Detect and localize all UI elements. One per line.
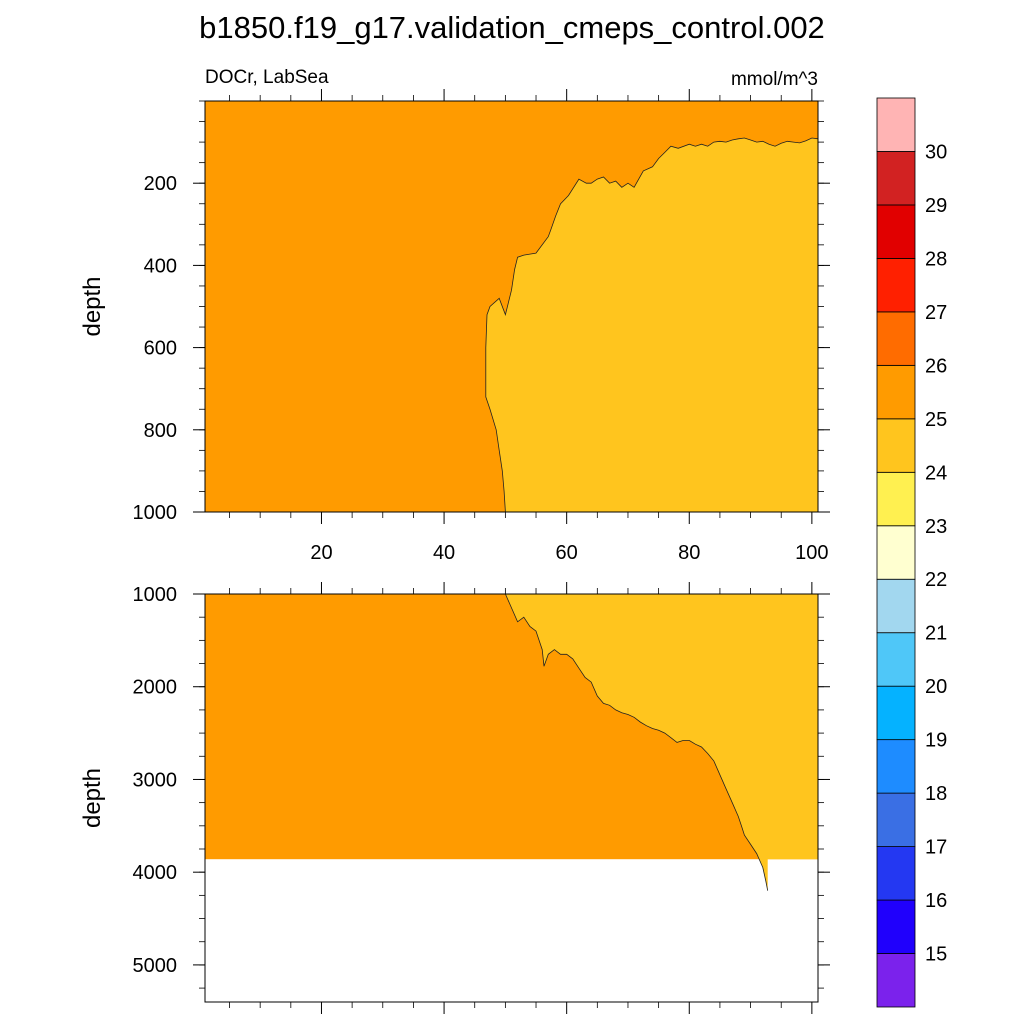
colorbar-label: 19 — [925, 730, 947, 752]
colorbar-label: 15 — [925, 944, 947, 966]
colorbar-swatch — [876, 364, 916, 420]
colorbar-swatch — [876, 258, 916, 313]
colorbar: 15 16 17 18 19 20 21 22 23 24 25 26 27 28 29 30 — [876, 97, 947, 1008]
colorbar-label: 28 — [925, 248, 947, 270]
colorbar-swatch — [876, 471, 916, 527]
colorbar-swatch — [876, 685, 916, 741]
upper-ytick-label: 600 — [144, 338, 177, 360]
upper-xtick-label: 40 — [433, 542, 455, 564]
upper-panel: 200 400 600 800 1000 20 40 60 80 100 depth — [79, 89, 830, 564]
colorbar-swatch — [876, 151, 916, 206]
upper-ytick-label: 1000 — [133, 502, 178, 524]
lower-ytick-label: 4000 — [133, 862, 178, 884]
lower-frame — [204, 593, 819, 1003]
upper-ytick-label: 400 — [144, 255, 177, 277]
upper-xtick-label: 100 — [795, 542, 828, 564]
colorbar-swatch — [876, 846, 916, 901]
lower-contour-line — [505, 593, 769, 891]
upper-xtick-label: 80 — [678, 542, 700, 564]
upper-contour-line — [485, 137, 819, 513]
lower-ytick-label: 1000 — [133, 584, 178, 606]
colorbar-label: 27 — [925, 302, 947, 324]
colorbar-swatch — [876, 953, 916, 1008]
colorbar-label: 18 — [925, 783, 947, 805]
upper-ytick-label: 200 — [144, 173, 177, 195]
lower-ylabel: depth — [79, 768, 106, 828]
colorbar-label: 29 — [925, 195, 947, 217]
units-label: mmol/m^3 — [731, 69, 818, 90]
colorbar-swatch — [876, 204, 916, 259]
colorbar-label: 30 — [925, 141, 947, 163]
colorbar-label: 22 — [925, 569, 947, 591]
upper-ylabel: depth — [79, 276, 106, 336]
colorbar-swatch — [876, 418, 916, 473]
colorbar-swatch — [876, 97, 916, 152]
colorbar-swatch — [876, 578, 916, 634]
lower-region-24-25 — [505, 594, 818, 891]
colorbar-label: 16 — [925, 890, 947, 912]
colorbar-label: 20 — [925, 676, 947, 698]
lower-ytick-label: 2000 — [133, 677, 178, 699]
colorbar-swatch — [876, 792, 916, 847]
colorbar-swatch — [876, 899, 916, 954]
colorbar-swatch — [876, 739, 916, 794]
colorbar-swatch — [876, 311, 916, 366]
colorbar-swatch — [876, 632, 916, 687]
upper-xtick-label: 60 — [556, 542, 578, 564]
colorbar-swatch — [876, 525, 916, 580]
colorbar-label: 24 — [925, 462, 947, 484]
colorbar-label: 26 — [925, 355, 947, 377]
colorbar-label: 25 — [925, 409, 947, 431]
colorbar-label: 23 — [925, 516, 947, 538]
variable-label: DOCr, LabSea — [205, 67, 329, 88]
colorbar-label: 21 — [925, 623, 947, 645]
chart-title: b1850.f19_g17.validation_cmeps_control.0… — [199, 10, 825, 45]
upper-region-24-25 — [485, 138, 818, 512]
lower-ytick-label: 5000 — [133, 955, 178, 977]
upper-ytick-label: 800 — [144, 420, 177, 442]
upper-xtick-label: 20 — [310, 542, 332, 564]
lower-ytick-label: 3000 — [133, 769, 178, 791]
lower-panel: 1000 2000 3000 4000 5000 depth — [79, 582, 830, 1014]
colorbar-label: 17 — [925, 837, 947, 859]
